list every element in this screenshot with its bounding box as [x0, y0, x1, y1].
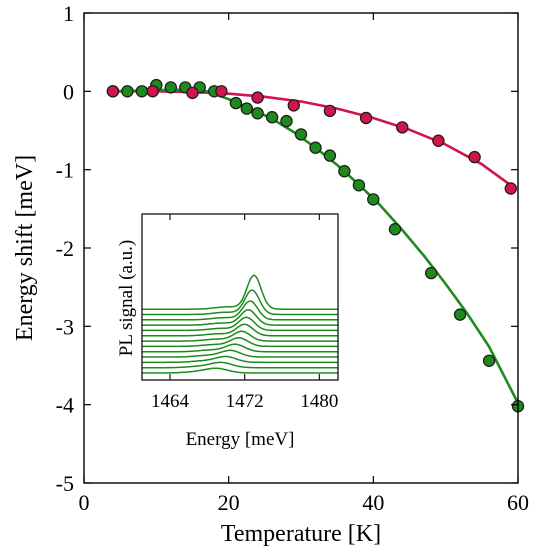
x-tick-label: 0 — [79, 490, 90, 515]
inset-x-tick-label: 1480 — [300, 391, 338, 412]
main-data-points — [106, 78, 525, 413]
pl-spectrum-8 — [142, 323, 338, 337]
pl-spectrum-12 — [142, 289, 338, 316]
main-plot: 0 20 40 60 1 0 -1 -2 -3 -4 -5 Temperature [K] Ener… — [12, 1, 529, 547]
main-tick-labels: 0 20 40 60 1 0 -1 -2 -3 -4 -5 — [56, 1, 529, 515]
data-point-series-2 — [240, 102, 253, 115]
pl-spectrum-11 — [142, 300, 338, 321]
fit-line-series-1 — [112, 90, 512, 187]
main-y-axis-label: Energy shift [meV] — [12, 155, 38, 341]
data-point-series-2 — [309, 141, 322, 154]
inset-x-tick-label: 1464 — [151, 391, 190, 412]
pl-spectrum-4 — [142, 349, 338, 358]
inset-frame — [141, 213, 339, 381]
pl-spectrum-2 — [142, 361, 338, 369]
y-tick-label: 1 — [63, 1, 74, 26]
main-x-axis-label: Temperature [K] — [221, 521, 381, 547]
inset-tick-labels: 1464 1472 1480 — [151, 391, 338, 412]
pl-spectrum-9 — [142, 316, 338, 332]
inset-x-tick-label: 1472 — [226, 391, 264, 412]
y-tick-label: -4 — [56, 393, 74, 418]
pl-spectrum-3 — [142, 355, 338, 364]
y-tick-label: -5 — [56, 471, 74, 496]
data-point-series-2 — [135, 85, 149, 98]
data-point-series-2 — [251, 107, 264, 120]
pl-spectrum-7 — [142, 330, 338, 342]
data-point-series-2 — [482, 354, 496, 367]
inset-spectra — [142, 274, 338, 374]
inset-background — [142, 214, 338, 380]
data-point-series-2 — [265, 110, 279, 124]
data-point-series-1 — [186, 86, 199, 100]
data-point-series-1 — [504, 182, 517, 195]
data-point-series-1 — [432, 134, 445, 147]
pl-spectrum-5 — [142, 343, 338, 353]
data-point-series-2 — [352, 179, 366, 192]
data-point-series-1 — [323, 104, 337, 118]
data-point-series-2 — [323, 149, 337, 162]
x-tick-label: 20 — [218, 490, 240, 515]
pl-spectrum-6 — [142, 337, 338, 348]
data-point-series-2 — [453, 308, 467, 321]
data-point-series-1 — [468, 150, 481, 164]
data-point-series-1 — [396, 121, 409, 134]
inset-x-axis-label: Energy [meV] — [186, 429, 295, 450]
pl-spectrum-10 — [142, 309, 338, 326]
inset-y-axis-label: PL signal (a.u.) — [116, 240, 137, 356]
x-tick-label: 40 — [362, 490, 384, 515]
pl-spectrum-13 — [142, 274, 338, 310]
main-plot-frame — [83, 12, 519, 484]
data-point-series-1 — [215, 85, 228, 98]
data-point-series-2 — [367, 193, 380, 206]
data-point-series-2 — [280, 114, 293, 128]
data-point-series-2 — [294, 128, 308, 141]
data-point-series-2 — [121, 85, 134, 98]
data-point-series-1 — [146, 85, 159, 98]
pl-spectrum-1 — [142, 367, 338, 374]
y-tick-label: -3 — [56, 314, 74, 339]
data-point-series-2 — [338, 164, 351, 178]
x-tick-label: 60 — [507, 490, 529, 515]
data-point-series-1 — [359, 111, 373, 125]
data-point-series-2 — [164, 81, 177, 94]
inset-tick-marks — [169, 214, 320, 380]
data-point-series-1 — [287, 99, 300, 112]
y-tick-label: -2 — [56, 236, 74, 261]
data-point-series-2 — [229, 96, 243, 110]
data-point-series-2 — [425, 266, 438, 280]
inset-plot: 1464 1472 1480 Energy [meV] PL signal (a.u… — [116, 213, 339, 450]
y-tick-label: -1 — [56, 158, 74, 183]
data-point-series-2 — [388, 222, 402, 236]
data-point-series-1 — [106, 85, 120, 98]
y-tick-label: 0 — [63, 79, 74, 104]
data-point-series-1 — [251, 91, 264, 104]
